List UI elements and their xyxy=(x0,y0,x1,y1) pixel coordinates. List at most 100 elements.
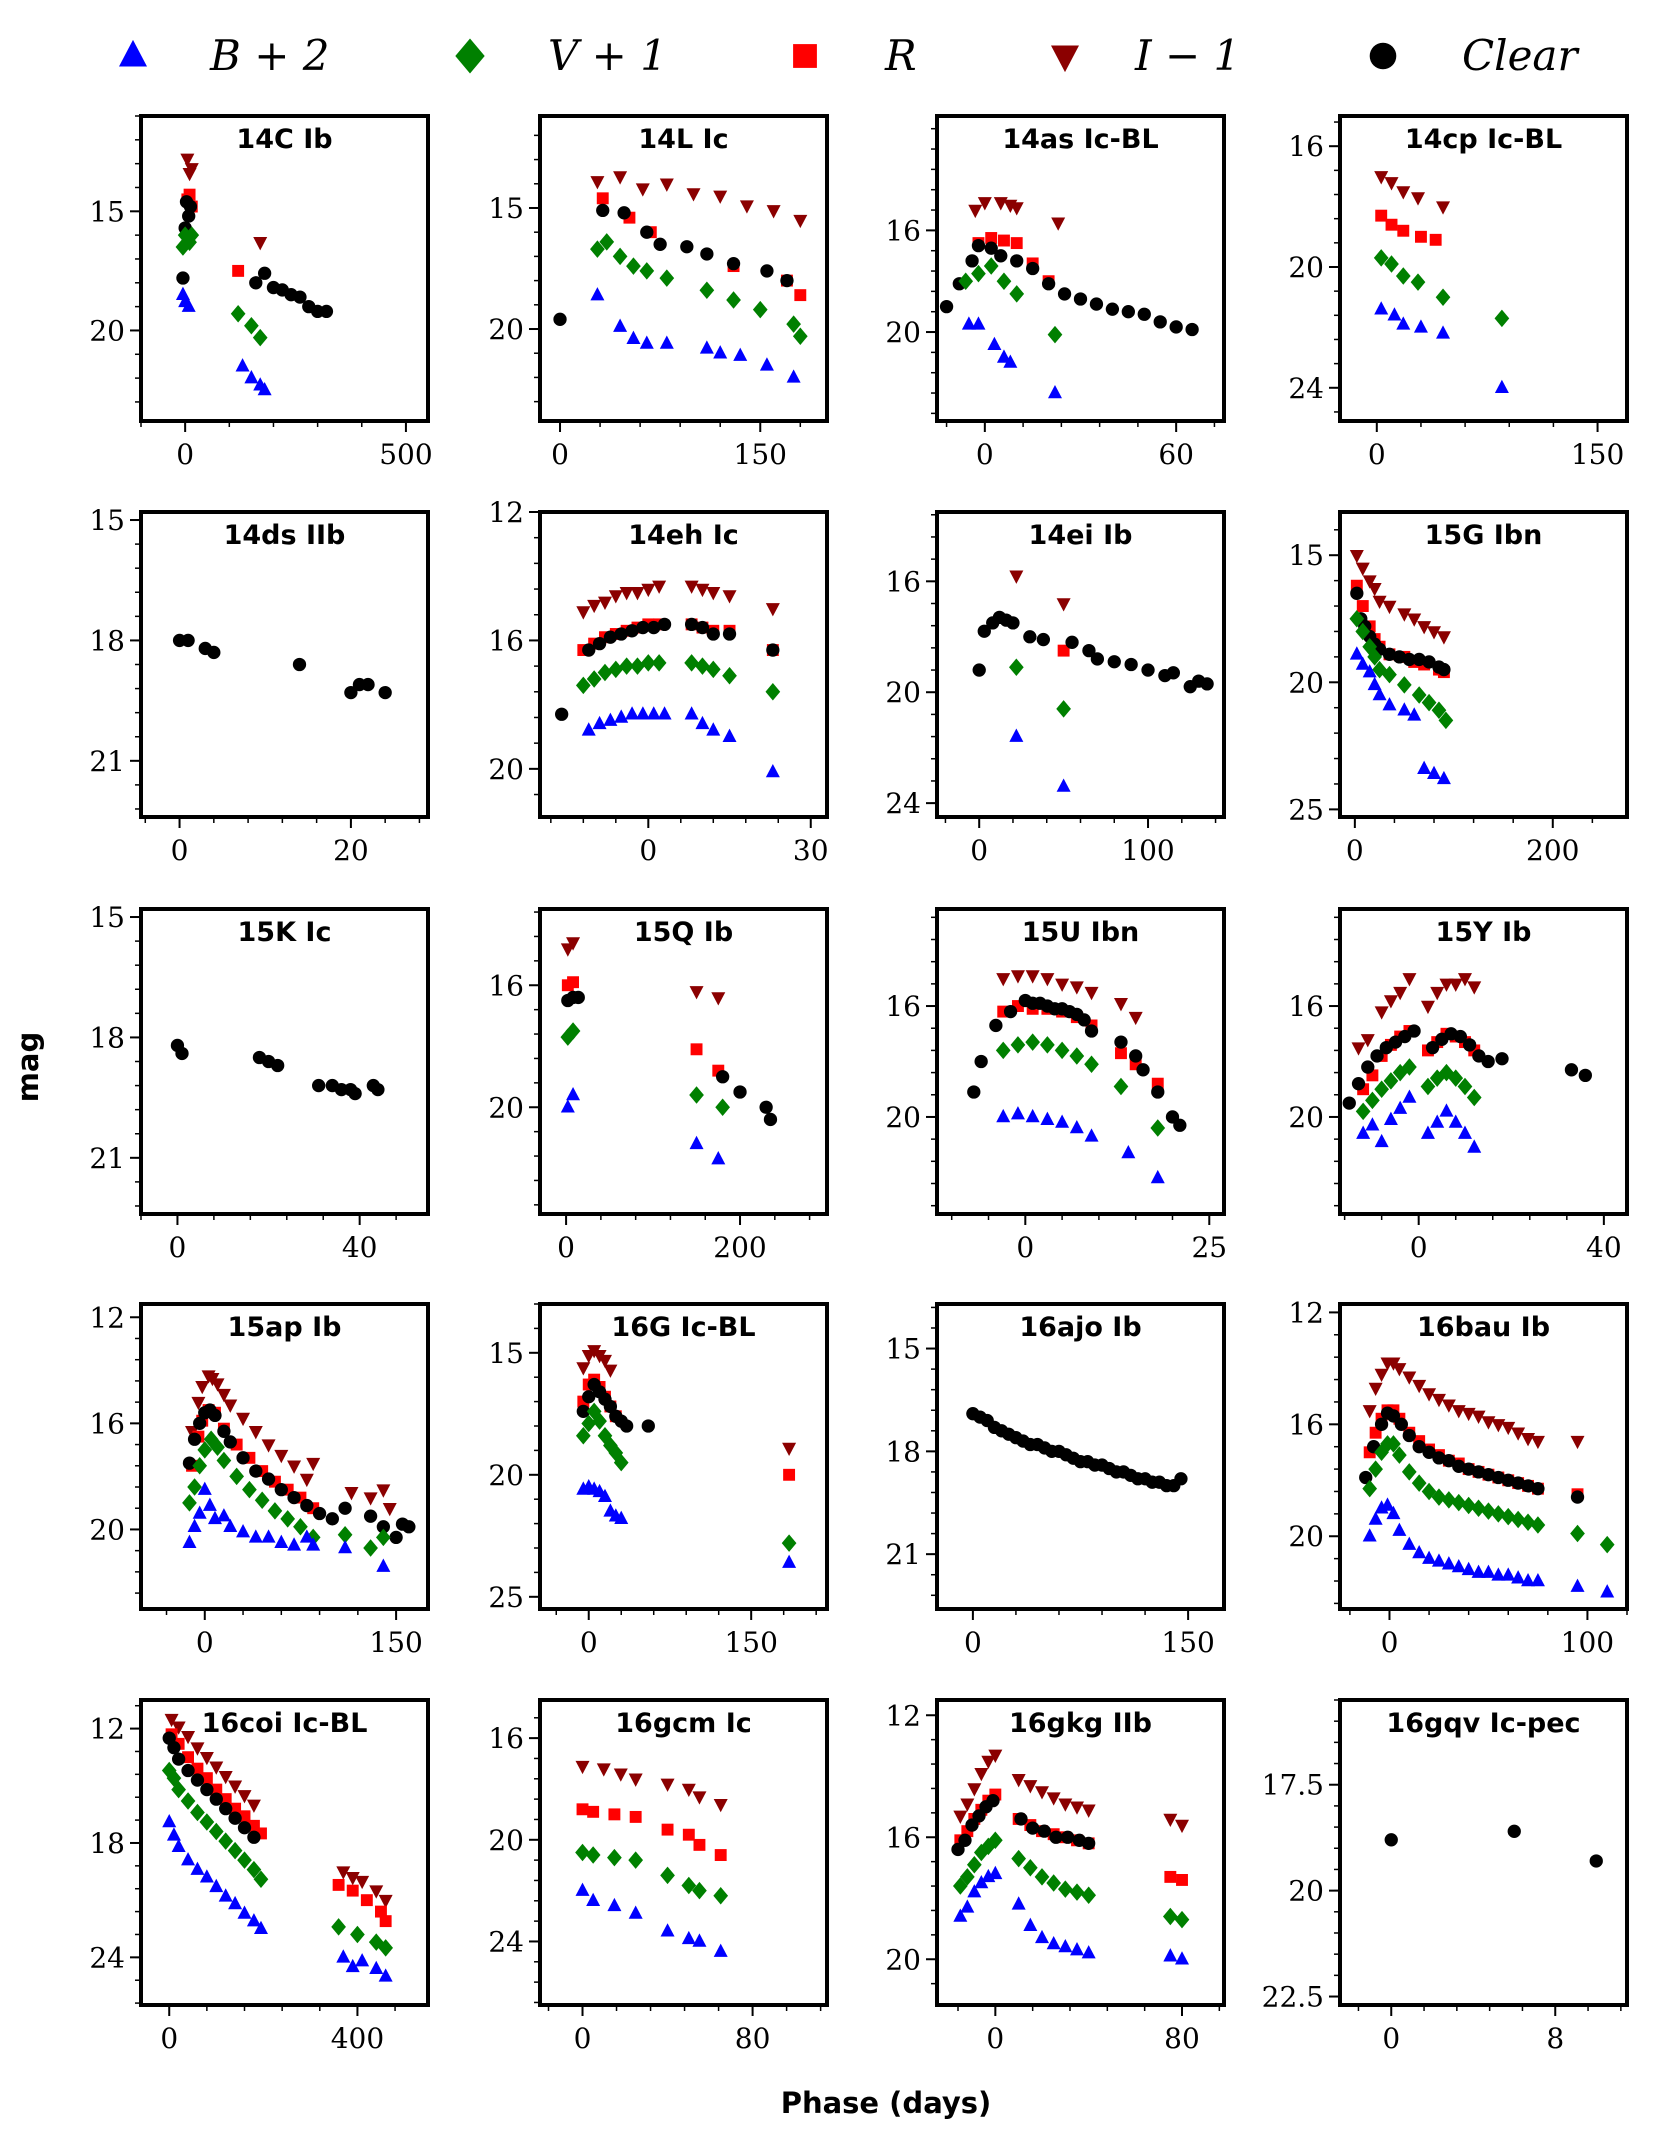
data-point-i xyxy=(713,1798,728,1813)
data-point-b xyxy=(1121,1144,1136,1159)
panel-frame xyxy=(139,510,430,819)
data-point-i xyxy=(195,1380,210,1395)
data-point-v xyxy=(781,1534,797,1552)
data-point-c xyxy=(640,225,654,239)
data-point-b xyxy=(182,1534,197,1548)
data-point-r xyxy=(307,1502,320,1515)
panel-16gqv: 17.5 20 22.5 0 8 16gqv Ic-pec xyxy=(1262,1698,1629,2055)
data-point-c xyxy=(1010,254,1024,268)
data-point-i xyxy=(1372,595,1387,610)
data-point-r xyxy=(629,1810,642,1823)
data-point-i xyxy=(1392,1363,1407,1377)
data-point-c xyxy=(760,264,774,278)
data-point-r xyxy=(1397,224,1410,237)
data-point-i xyxy=(248,1426,263,1440)
data-point-c xyxy=(1481,1054,1495,1069)
data-point-c xyxy=(1384,1833,1398,1847)
data-point-b xyxy=(1356,1125,1371,1139)
panel-title: 14ds IIb xyxy=(224,520,346,551)
data-point-v xyxy=(752,300,768,319)
data-point-v xyxy=(237,1851,252,1869)
data-point-i xyxy=(1163,1813,1178,1827)
data-point-i xyxy=(336,1866,351,1880)
data-point-b xyxy=(1467,1139,1482,1153)
x-tick-label: 150 xyxy=(369,1626,422,1659)
data-point-i xyxy=(739,200,754,214)
data-point-i xyxy=(1009,570,1024,584)
data-point-i xyxy=(996,973,1011,987)
data-point-b xyxy=(162,1813,177,1828)
data-point-b xyxy=(733,347,748,361)
data-point-r xyxy=(661,1823,674,1836)
data-point-c xyxy=(1137,307,1151,321)
data-point-i xyxy=(185,1426,200,1440)
data-point-b xyxy=(711,1151,726,1165)
data-point-r xyxy=(1350,579,1363,592)
data-point-c xyxy=(1495,1052,1509,1066)
data-point-c xyxy=(1061,1830,1075,1844)
data-point-c xyxy=(1141,663,1155,677)
x-tick-label: 80 xyxy=(735,2022,771,2055)
data-point-i xyxy=(613,1768,628,1782)
data-point-r xyxy=(608,1808,621,1821)
data-point-c xyxy=(171,1752,186,1766)
data-point-v xyxy=(1421,693,1437,712)
data-point-c xyxy=(1014,1812,1028,1826)
y-tick-label: 15 xyxy=(89,504,125,537)
data-point-v xyxy=(1349,610,1365,628)
data-point-v xyxy=(254,1491,270,1510)
data-point-c xyxy=(984,241,998,255)
data-point-i xyxy=(1069,981,1084,995)
data-point-i xyxy=(1530,1435,1545,1450)
data-point-v xyxy=(1510,1510,1526,1529)
data-point-v xyxy=(1011,1849,1027,1868)
data-point-r xyxy=(1357,1083,1370,1096)
data-point-c xyxy=(1037,1824,1051,1838)
data-point-i xyxy=(1420,1000,1435,1015)
data-point-v xyxy=(1374,1080,1390,1098)
data-point-i xyxy=(960,1798,975,1812)
data-point-c xyxy=(1351,1077,1366,1091)
data-point-c xyxy=(596,203,610,218)
data-point-b xyxy=(592,715,607,730)
data-point-v xyxy=(180,1792,196,1810)
data-point-b xyxy=(306,1537,321,1551)
y-tick-label: 16 xyxy=(1288,130,1324,163)
panel-15Y: 16 20 0 40 15Y Ib xyxy=(1288,907,1629,1264)
data-point-v xyxy=(684,654,699,672)
data-point-c xyxy=(1105,302,1120,316)
legend-label-r: R xyxy=(884,31,917,80)
data-point-r xyxy=(255,1827,267,1840)
data-point-b xyxy=(1471,1564,1486,1578)
data-point-i xyxy=(596,1763,611,1777)
data-point-v xyxy=(227,1841,243,1860)
data-point-b xyxy=(190,1861,205,1875)
data-point-i xyxy=(1407,613,1422,627)
data-point-b xyxy=(1439,1103,1454,1117)
panel-16gkg: 12 16 20 0 80 16gkg IIb xyxy=(885,1698,1226,2055)
data-point-c xyxy=(1350,586,1364,600)
panel-title: 16coi Ic-BL xyxy=(202,1708,368,1739)
data-point-i xyxy=(1367,583,1382,597)
data-point-v xyxy=(1383,1072,1399,1090)
data-point-b xyxy=(765,764,780,778)
panel-frame xyxy=(139,1698,430,2007)
panel-title: 15Y Ib xyxy=(1436,917,1532,948)
data-point-c xyxy=(1003,1004,1018,1019)
data-point-c xyxy=(292,657,307,672)
data-point-c xyxy=(989,1018,1003,1033)
data-point-i xyxy=(1436,631,1451,645)
data-point-c xyxy=(958,1833,972,1847)
data-point-c xyxy=(576,1404,590,1419)
data-point-b xyxy=(560,1099,575,1113)
data-point-c xyxy=(1361,1060,1375,1074)
data-point-c xyxy=(1166,666,1181,680)
data-point-c xyxy=(619,1419,634,1433)
data-point-b xyxy=(378,1968,393,1982)
data-point-v xyxy=(199,1813,215,1831)
panel-frame xyxy=(935,510,1226,819)
data-point-r xyxy=(1356,600,1369,612)
data-point-v xyxy=(575,1427,591,1445)
data-point-r xyxy=(623,211,636,224)
data-point-c xyxy=(1589,1854,1603,1868)
